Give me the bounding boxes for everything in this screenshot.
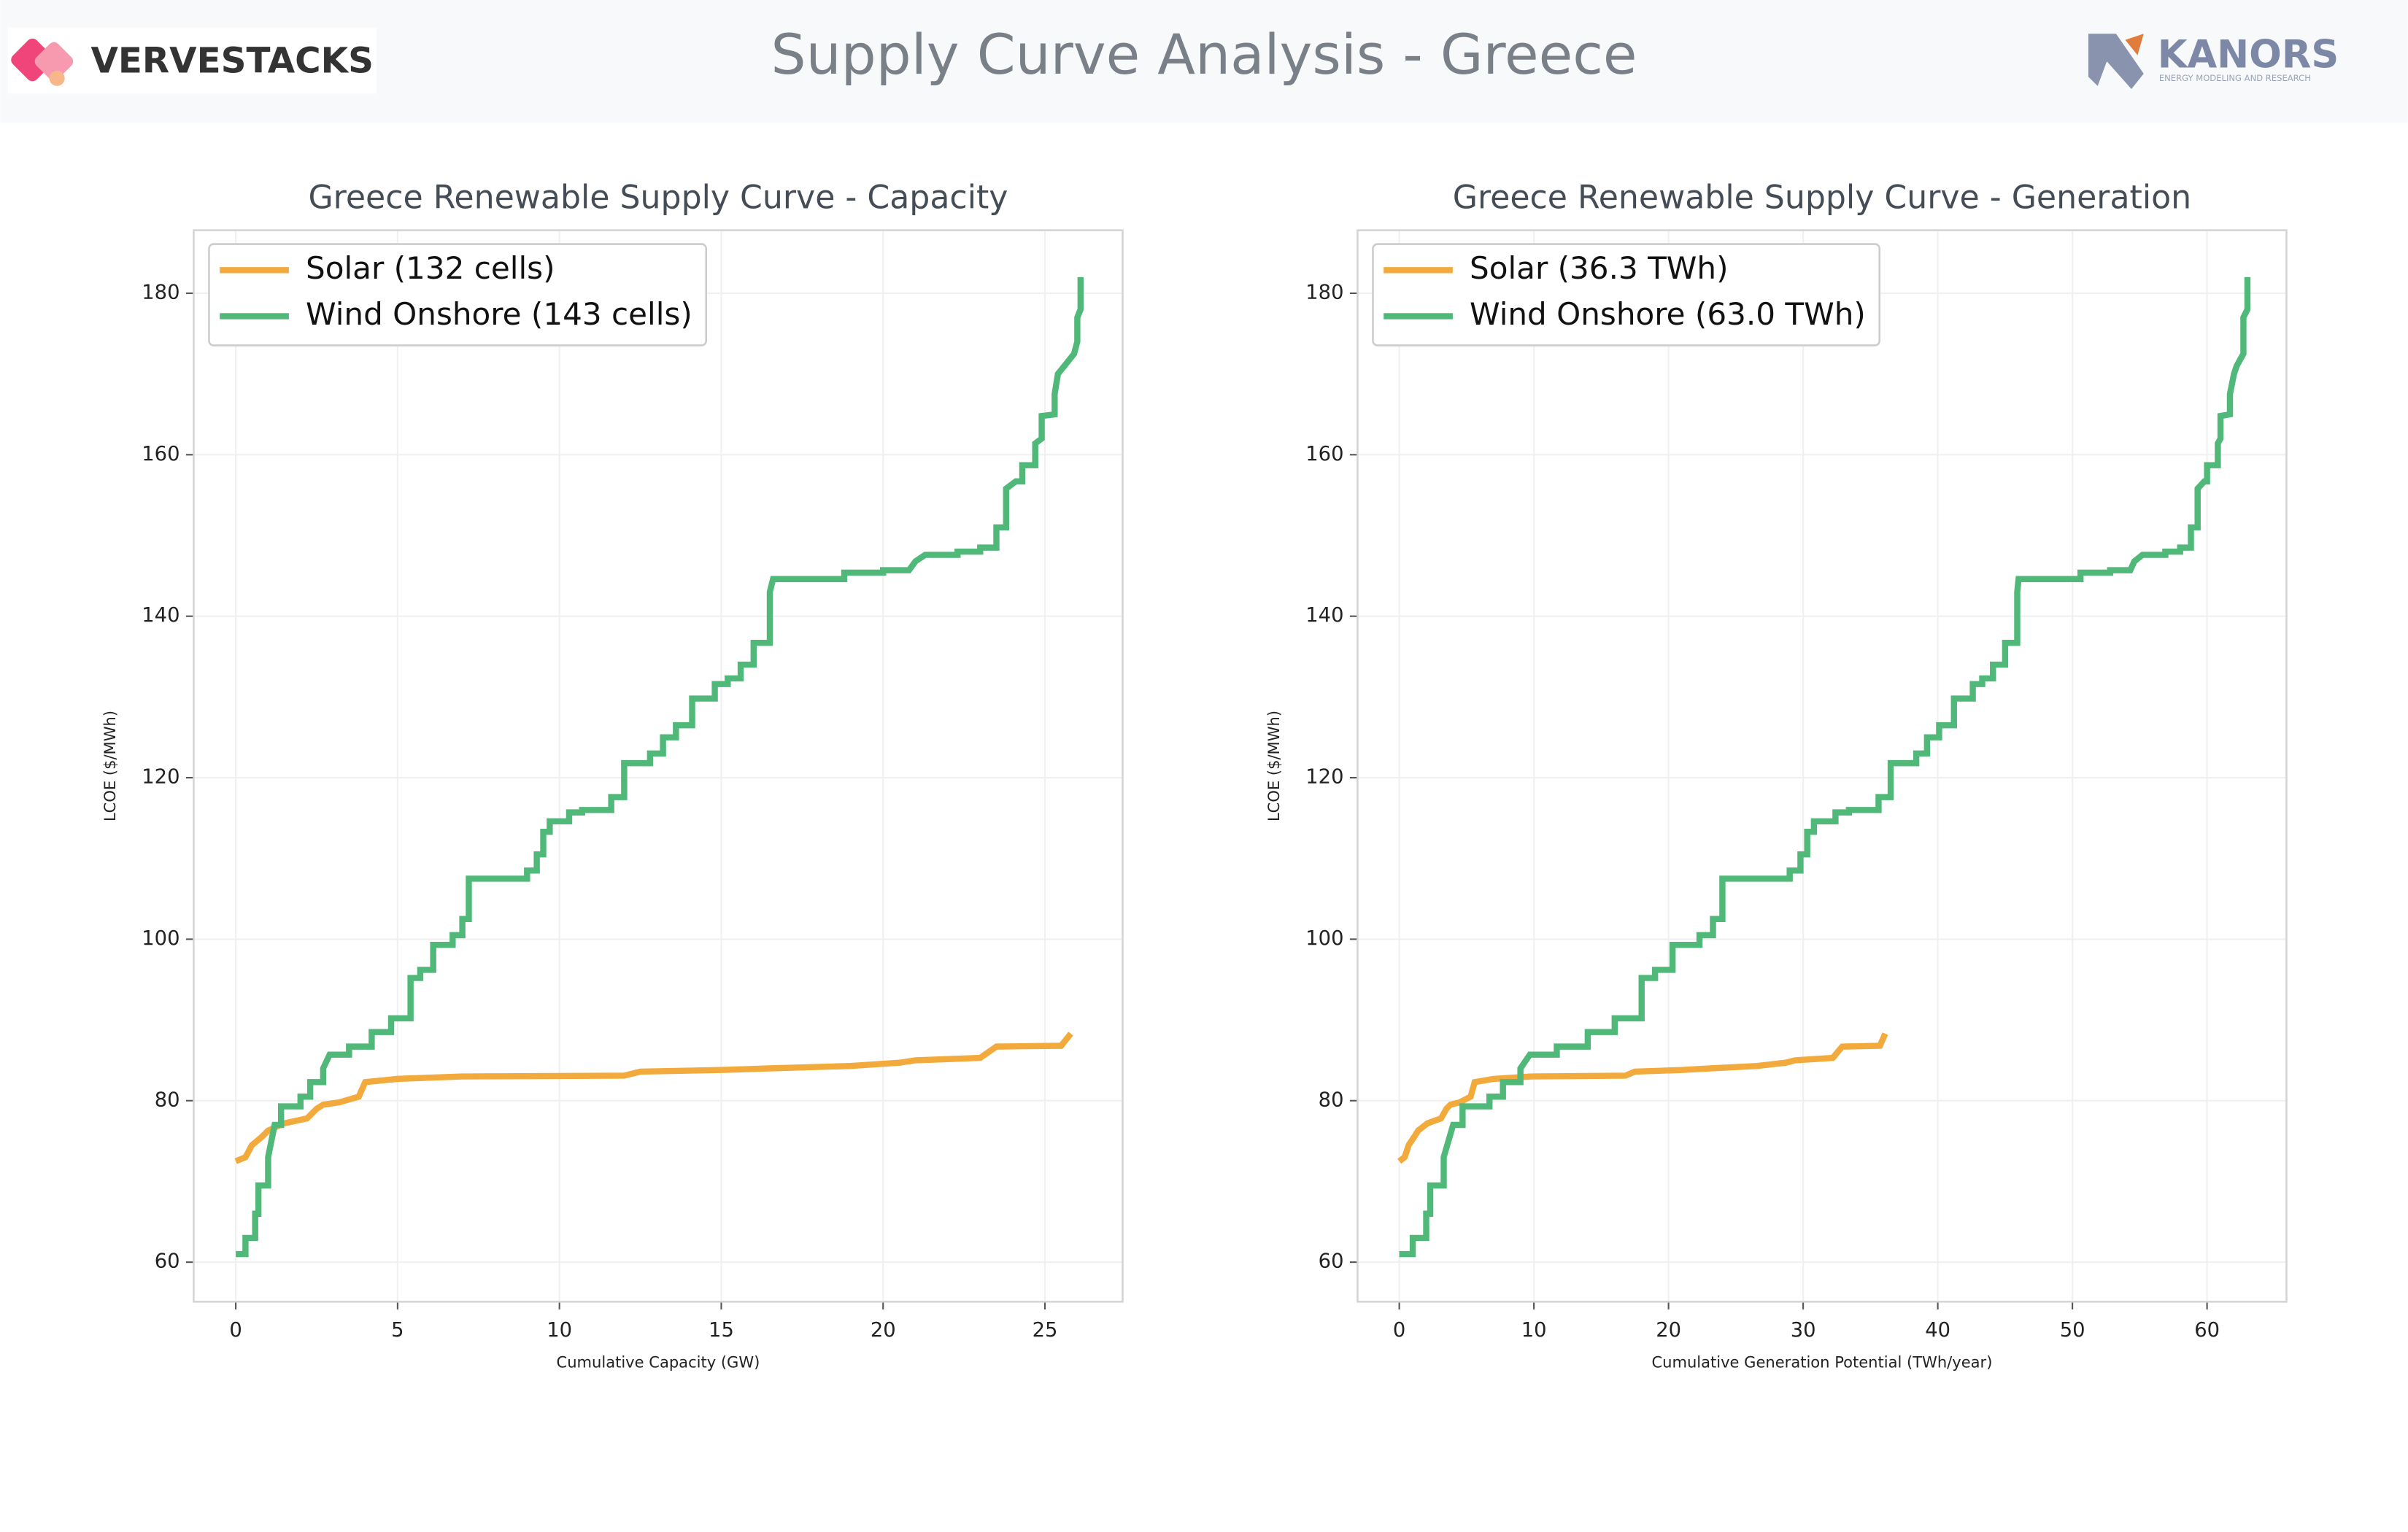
y-tick-label: 180 xyxy=(1305,281,1343,303)
x-tick-label: 20 xyxy=(1656,1319,1681,1342)
header-bar xyxy=(0,0,2408,123)
y-axis-label: LCOE ($/MWh) xyxy=(101,711,119,821)
y-tick-label: 140 xyxy=(142,604,180,627)
logo-right-tagline: ENERGY MODELING AND RESEARCH xyxy=(2159,73,2311,83)
x-tick-label: 25 xyxy=(1033,1319,1058,1342)
x-tick-label: 30 xyxy=(1791,1319,1816,1342)
x-tick-label: 10 xyxy=(1521,1319,1547,1342)
x-tick-label: 40 xyxy=(1925,1319,1950,1342)
x-tick-label: 50 xyxy=(2060,1319,2085,1342)
x-tick-label: 5 xyxy=(391,1319,404,1342)
x-tick-label: 10 xyxy=(547,1319,572,1342)
y-tick-label: 120 xyxy=(142,766,180,789)
legend-label: Solar (132 cells) xyxy=(306,250,555,286)
y-tick-label: 160 xyxy=(1305,443,1343,465)
y-tick-label: 60 xyxy=(155,1250,180,1273)
x-tick-label: 20 xyxy=(871,1319,896,1342)
page-title: Supply Curve Analysis - Greece xyxy=(771,23,1637,87)
x-tick-label: 0 xyxy=(1393,1319,1405,1342)
x-tick-label: 60 xyxy=(2194,1319,2220,1342)
series-line xyxy=(1397,1032,1888,1164)
legend-frame xyxy=(208,243,707,347)
logo-left-text: VERVESTACKS xyxy=(90,40,374,81)
legend-frame xyxy=(1372,243,1880,347)
logo-right-icon xyxy=(2088,34,2144,90)
series-line xyxy=(1399,276,2251,1258)
series-line xyxy=(234,1032,1073,1164)
x-axis-label: Cumulative Capacity (GW) xyxy=(557,1353,760,1372)
y-tick-label: 80 xyxy=(155,1088,180,1111)
y-tick-label: 100 xyxy=(142,927,180,950)
chart-title: Greece Renewable Supply Curve - Capacity xyxy=(308,179,1008,217)
legend-label: Wind Onshore (143 cells) xyxy=(306,296,692,332)
y-axis-label: LCOE ($/MWh) xyxy=(1265,711,1283,821)
y-tick-label: 120 xyxy=(1305,766,1343,789)
plot-frame xyxy=(1357,229,2288,1303)
logo-left-icon xyxy=(11,38,74,86)
logo-right-text: KANORS xyxy=(2158,32,2339,77)
y-tick-label: 160 xyxy=(142,443,180,465)
legend: Solar (36.3 TWh) Wind Onshore (63.0 TWh) xyxy=(1372,243,1880,347)
y-tick-label: 100 xyxy=(1305,927,1343,950)
plot-frame xyxy=(193,229,1124,1303)
series-line xyxy=(236,276,1084,1258)
legend-label: Solar (36.3 TWh) xyxy=(1470,250,1728,286)
y-tick-label: 60 xyxy=(1319,1250,1344,1273)
x-tick-label: 15 xyxy=(709,1319,734,1342)
legend-label: Wind Onshore (63.0 TWh) xyxy=(1470,296,1866,332)
x-tick-label: 0 xyxy=(229,1319,242,1342)
y-tick-label: 80 xyxy=(1319,1088,1344,1111)
y-tick-label: 140 xyxy=(1305,604,1343,627)
legend: Solar (132 cells) Wind Onshore (143 cells… xyxy=(208,243,707,347)
y-tick-label: 180 xyxy=(142,281,180,303)
chart-title: Greece Renewable Supply Curve - Generati… xyxy=(1453,179,2191,217)
x-axis-label: Cumulative Generation Potential (TWh/yea… xyxy=(1651,1353,1992,1372)
